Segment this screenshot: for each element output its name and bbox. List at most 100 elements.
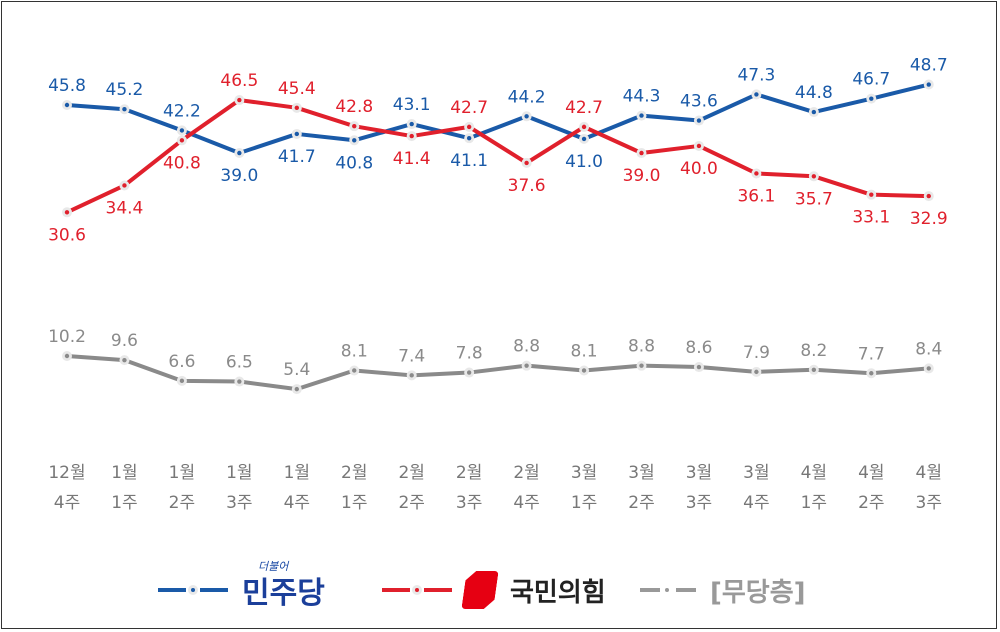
data-point — [524, 363, 529, 368]
data-point — [352, 368, 357, 373]
data-point — [294, 386, 299, 392]
data-point — [466, 135, 472, 141]
x-tick-label: 1주 — [571, 493, 597, 513]
data-label: 48.7 — [910, 56, 948, 76]
data-point — [581, 368, 587, 373]
data-label: 43.1 — [393, 95, 431, 115]
data-point — [581, 124, 587, 130]
data-label: 6.6 — [168, 352, 195, 372]
x-tick-label: 1주 — [801, 493, 827, 513]
data-label: 7.7 — [858, 344, 885, 364]
series-line-1 — [66, 98, 929, 215]
x-tick-label: 3주 — [916, 493, 942, 513]
data-point — [811, 367, 817, 372]
x-tick-label: 2월 — [398, 463, 424, 483]
data-label: 9.6 — [111, 331, 138, 351]
x-tick-label: 4주 — [743, 493, 769, 513]
data-label: 43.6 — [680, 92, 718, 112]
data-label: 41.1 — [450, 151, 488, 171]
x-tick-label: 2월 — [456, 463, 482, 483]
legend-dem-label: 민주당 — [242, 576, 325, 611]
data-label: 45.4 — [278, 79, 316, 99]
x-tick-label: 1주 — [111, 493, 137, 513]
legend-line-gray — [640, 587, 696, 593]
data-label: 6.5 — [226, 353, 253, 373]
data-point — [409, 121, 414, 127]
x-tick-label: 4월 — [858, 463, 884, 483]
data-label: 37.6 — [508, 176, 546, 196]
x-tick-label: 3주 — [226, 493, 252, 513]
legend-ppp-label: 국민의힘 — [510, 577, 606, 608]
data-point — [237, 97, 242, 103]
data-label: 46.7 — [852, 70, 890, 90]
data-label: 44.3 — [623, 87, 661, 107]
data-point — [409, 133, 414, 139]
data-point — [811, 174, 817, 179]
data-point — [237, 379, 242, 384]
data-label: 35.7 — [795, 189, 833, 209]
data-label: 5.4 — [283, 360, 310, 380]
data-label: 42.8 — [335, 97, 373, 117]
data-label: 42.7 — [565, 98, 603, 118]
data-label: 45.8 — [48, 76, 86, 96]
legend-none-label: [무당층] — [710, 577, 806, 608]
legend-line-red — [382, 585, 452, 595]
data-point — [294, 105, 299, 111]
data-point — [352, 138, 357, 143]
data-point — [581, 136, 587, 142]
ppp-logo-icon — [461, 571, 498, 609]
data-point — [524, 114, 529, 119]
data-point — [64, 102, 70, 108]
data-label: 41.7 — [278, 147, 316, 167]
series-line-0 — [66, 82, 930, 156]
x-tick-label: 3주 — [686, 493, 712, 513]
data-label: 42.7 — [450, 98, 488, 118]
data-point — [696, 143, 702, 149]
data-point — [869, 96, 874, 101]
data-point — [466, 370, 472, 375]
data-point — [122, 107, 127, 112]
data-label: 7.8 — [456, 344, 483, 364]
data-point — [639, 363, 644, 368]
data-label: 39.0 — [220, 166, 258, 186]
x-tick-label: 12월 — [48, 463, 85, 483]
data-point — [869, 371, 874, 376]
x-tick-label: 1월 — [284, 463, 310, 483]
data-label: 40.8 — [335, 153, 373, 173]
data-label: 8.1 — [341, 341, 368, 361]
data-point — [754, 171, 759, 176]
data-label: 10.2 — [48, 327, 86, 347]
x-tick-label: 1주 — [341, 493, 367, 513]
data-label: 34.4 — [106, 198, 144, 218]
x-tick-label: 4월 — [916, 463, 942, 483]
x-tick-label: 2주 — [628, 493, 654, 513]
data-point — [409, 373, 414, 378]
data-point — [926, 82, 931, 87]
data-label: 8.4 — [915, 339, 942, 359]
data-label: 40.8 — [163, 153, 201, 173]
line-chart: 45.8 45.2 42.2 39.0 41.7 40.8 43.1 41.1 44.2 41.0… — [48, 56, 948, 513]
data-point — [64, 210, 70, 215]
x-tick-label: 4주 — [284, 493, 310, 513]
data-label: 30.6 — [48, 225, 86, 245]
data-label: 41.4 — [393, 149, 431, 169]
x-tick-label: 1월 — [169, 463, 195, 483]
data-point — [926, 193, 931, 199]
legend-item-independent: [무당층] — [640, 560, 806, 620]
x-tick-label: 3월 — [743, 463, 769, 483]
data-point — [926, 366, 931, 371]
data-label: 45.2 — [106, 80, 144, 100]
data-label: 39.0 — [623, 166, 661, 186]
x-tick-label: 3월 — [571, 463, 597, 483]
data-point — [754, 92, 759, 97]
x-tick-label: 1월 — [226, 463, 252, 483]
series-line-2 — [66, 354, 929, 392]
data-label: 7.9 — [743, 343, 770, 363]
data-point — [811, 109, 817, 115]
data-label: 8.2 — [800, 341, 827, 361]
data-point — [754, 369, 759, 375]
data-point — [524, 160, 529, 166]
x-tick-label: 3월 — [686, 463, 712, 483]
x-tick-label: 4주 — [513, 493, 539, 513]
